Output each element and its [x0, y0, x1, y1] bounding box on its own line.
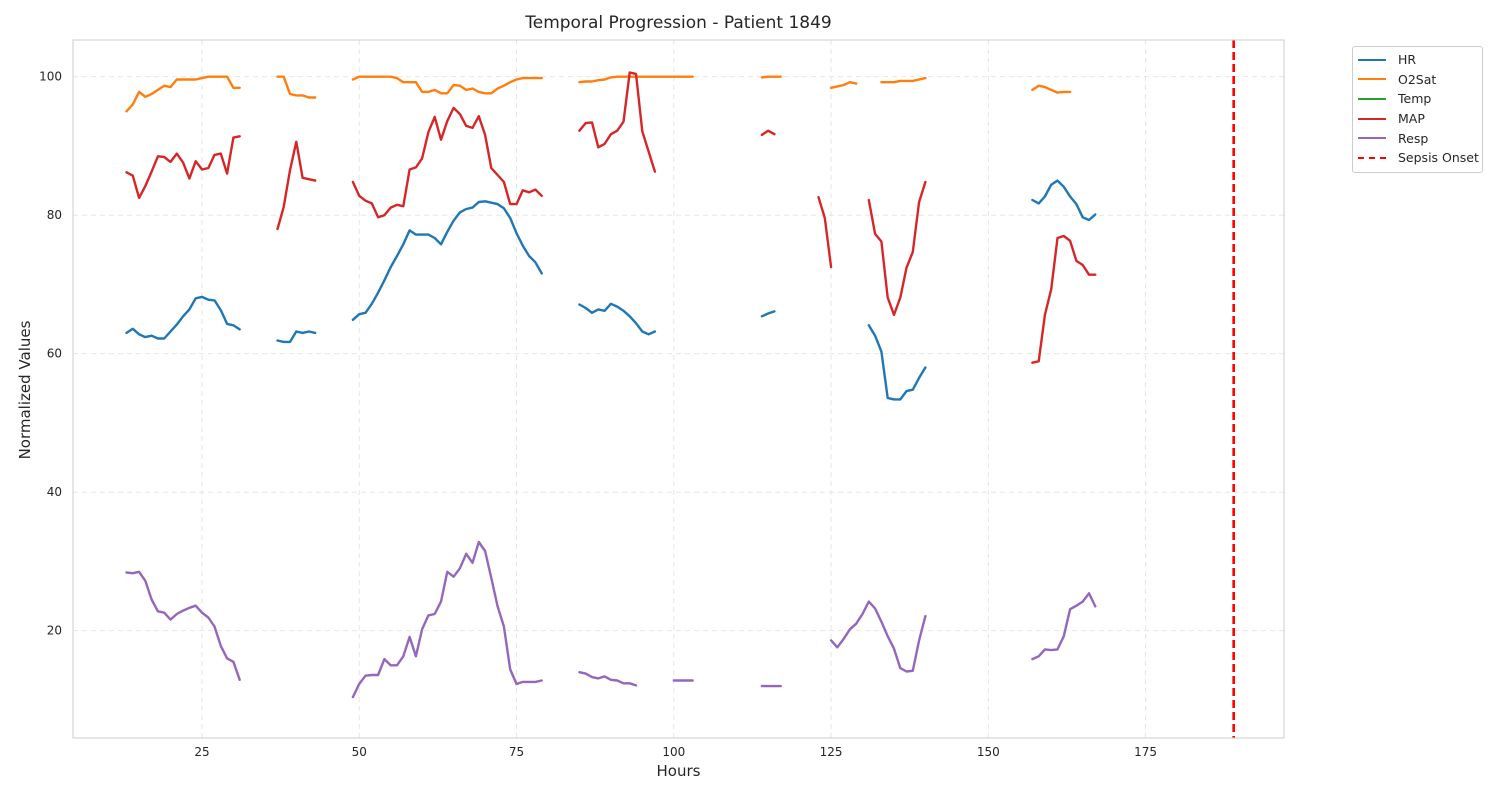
series-line-o2sat	[829, 80, 858, 90]
x-tick-label: 25	[194, 745, 209, 759]
legend-swatch	[1358, 137, 1386, 140]
legend-label: Temp	[1398, 91, 1432, 107]
series-line-map	[867, 180, 927, 317]
x-tick-label: 50	[352, 745, 367, 759]
legend-label: MAP	[1398, 111, 1425, 127]
series-line-map	[760, 129, 776, 137]
series-line-hr	[578, 302, 657, 336]
series-line-hr	[867, 324, 927, 401]
legend-swatch	[1358, 97, 1386, 100]
series-line-o2sat	[880, 76, 927, 84]
series-line-o2sat	[1031, 84, 1072, 94]
axes-frame	[72, 39, 1285, 739]
legend-item-o2sat: O2Sat	[1353, 70, 1482, 90]
legend-label: HR	[1398, 52, 1417, 68]
y-tick-label: 40	[47, 485, 62, 499]
series-line-map	[351, 106, 543, 219]
x-tick-label: 150	[977, 745, 1000, 759]
series-line-map	[1031, 234, 1097, 364]
chart-title: Temporal Progression - Patient 1849	[525, 13, 832, 33]
legend-label: Sepsis Onset	[1398, 150, 1479, 166]
legend-item-resp: Resp	[1353, 128, 1482, 148]
y-tick-label: 80	[47, 208, 62, 222]
legend-swatch	[1358, 78, 1386, 81]
x-axis-label: Hours	[656, 762, 701, 780]
series-line-resp	[351, 540, 543, 699]
series-line-resp	[829, 600, 927, 673]
series-line-hr	[276, 330, 317, 344]
legend-swatch	[1358, 156, 1386, 159]
series-line-hr	[125, 295, 241, 340]
legend: HR O2Sat Temp MAP Resp Sepsis Onset	[1352, 46, 1483, 173]
series-line-resp	[125, 570, 241, 681]
series-line-o2sat	[760, 75, 782, 79]
series-line-resp	[578, 671, 638, 687]
legend-item-map: MAP	[1353, 109, 1482, 129]
x-tick-label: 75	[509, 745, 524, 759]
series-line-o2sat	[351, 75, 543, 95]
series-line-map	[125, 135, 241, 200]
legend-label: O2Sat	[1398, 71, 1437, 87]
series-line-resp	[1031, 592, 1097, 661]
y-tick-label: 100	[39, 70, 62, 84]
series-line-map	[817, 195, 833, 269]
legend-item-sepsis-onset: Sepsis Onset	[1353, 148, 1482, 168]
legend-item-hr: HR	[1353, 50, 1482, 70]
series-line-map	[578, 71, 657, 173]
legend-swatch	[1358, 58, 1386, 61]
legend-label: Resp	[1398, 130, 1429, 146]
y-tick-label: 60	[47, 347, 62, 361]
series-line-hr	[760, 310, 776, 318]
series-line-hr	[1031, 179, 1097, 222]
legend-swatch	[1358, 117, 1386, 120]
x-tick-label: 125	[820, 745, 843, 759]
x-tick-label: 100	[662, 745, 685, 759]
plot-area	[73, 40, 1284, 738]
series-line-hr	[351, 200, 543, 321]
series-line-o2sat	[276, 75, 317, 99]
y-tick-label: 20	[47, 624, 62, 638]
x-tick-label: 175	[1134, 745, 1157, 759]
y-axis-label: Normalized Values	[16, 320, 34, 460]
legend-item-temp: Temp	[1353, 89, 1482, 109]
series-line-map	[276, 140, 317, 231]
series-line-o2sat	[125, 75, 241, 113]
